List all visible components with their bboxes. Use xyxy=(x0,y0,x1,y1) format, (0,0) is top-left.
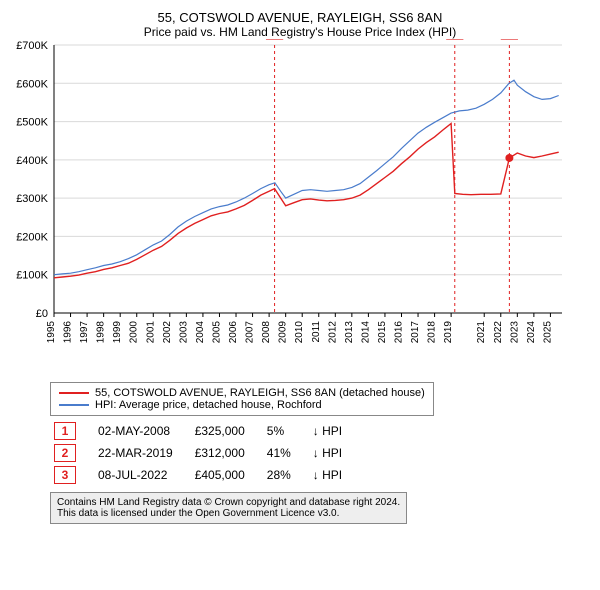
svg-text:2004: 2004 xyxy=(195,321,206,344)
sale-price: £325,000 xyxy=(191,420,263,442)
sale-marker-cell: 3 xyxy=(50,464,94,486)
svg-text:1995: 1995 xyxy=(46,321,57,344)
svg-text:2021: 2021 xyxy=(476,321,487,344)
sale-row: 2 22-MAR-2019£312,00041%↓ HPI xyxy=(50,442,360,464)
svg-text:2023: 2023 xyxy=(509,321,520,344)
svg-text:2013: 2013 xyxy=(344,321,355,344)
svg-text:1997: 1997 xyxy=(79,321,90,344)
legend-label: HPI: Average price, detached house, Roch… xyxy=(95,399,322,411)
sale-marker-badge: 1 xyxy=(54,422,76,440)
svg-text:2022: 2022 xyxy=(493,321,504,344)
svg-text:£200K: £200K xyxy=(16,231,48,243)
svg-text:2001: 2001 xyxy=(145,321,156,344)
legend-swatch xyxy=(59,392,89,394)
svg-text:2010: 2010 xyxy=(294,321,305,344)
svg-text:2012: 2012 xyxy=(327,321,338,344)
svg-text:2007: 2007 xyxy=(245,321,256,344)
svg-text:2017: 2017 xyxy=(410,321,421,344)
footer-line-2: This data is licensed under the Open Gov… xyxy=(57,508,400,519)
svg-text:2014: 2014 xyxy=(360,321,371,344)
svg-text:£100K: £100K xyxy=(16,270,48,282)
svg-text:2009: 2009 xyxy=(278,321,289,344)
footer-line-1: Contains HM Land Registry data © Crown c… xyxy=(57,497,400,508)
sale-date: 08-JUL-2022 xyxy=(94,464,191,486)
svg-text:2003: 2003 xyxy=(178,321,189,344)
sale-price: £405,000 xyxy=(191,464,263,486)
svg-text:2016: 2016 xyxy=(393,321,404,344)
legend-swatch xyxy=(59,404,89,406)
chart-subtitle: Price paid vs. HM Land Registry's House … xyxy=(10,25,590,39)
legend-item: HPI: Average price, detached house, Roch… xyxy=(59,399,425,411)
svg-text:£400K: £400K xyxy=(16,155,48,167)
sale-delta: 5% xyxy=(263,420,309,442)
sale-row: 1 02-MAY-2008£325,0005%↓ HPI xyxy=(50,420,360,442)
chart-title: 55, COTSWOLD AVENUE, RAYLEIGH, SS6 8AN xyxy=(10,10,590,25)
chart-area: £0 £100K £200K £300K £400K £500K £600K £700K 199… xyxy=(10,39,590,374)
svg-text:1996: 1996 xyxy=(63,321,74,344)
svg-text:2024: 2024 xyxy=(526,321,537,344)
legend-box: 55, COTSWOLD AVENUE, RAYLEIGH, SS6 8AN (… xyxy=(50,382,434,416)
svg-text:2005: 2005 xyxy=(211,321,222,344)
sale-date: 22-MAR-2019 xyxy=(94,442,191,464)
svg-text:£600K: £600K xyxy=(16,78,48,90)
sale-marker-cell: 2 xyxy=(50,442,94,464)
svg-text:£300K: £300K xyxy=(16,193,48,205)
sale-vs-hpi: ↓ HPI xyxy=(309,420,360,442)
svg-text:2006: 2006 xyxy=(228,321,239,344)
svg-text:2000: 2000 xyxy=(129,321,140,344)
svg-text:2019: 2019 xyxy=(443,321,454,344)
legend-label: 55, COTSWOLD AVENUE, RAYLEIGH, SS6 8AN (… xyxy=(95,387,425,399)
sale-marker-badge: 3 xyxy=(54,466,76,484)
svg-text:2025: 2025 xyxy=(542,321,553,344)
sale-vs-hpi: ↓ HPI xyxy=(309,464,360,486)
sale-delta: 28% xyxy=(263,464,309,486)
svg-text:1998: 1998 xyxy=(96,321,107,344)
sale-vs-hpi: ↓ HPI xyxy=(309,442,360,464)
line-chart-svg: £0 £100K £200K £300K £400K £500K £600K £700K 199… xyxy=(10,39,570,369)
sales-table: 1 02-MAY-2008£325,0005%↓ HPI 2 22-MAR-2019£… xyxy=(50,420,360,486)
svg-text:2002: 2002 xyxy=(162,321,173,344)
sale-price: £312,000 xyxy=(191,442,263,464)
footer-attribution: Contains HM Land Registry data © Crown c… xyxy=(50,492,407,524)
svg-text:£700K: £700K xyxy=(16,40,48,52)
sale-date: 02-MAY-2008 xyxy=(94,420,191,442)
svg-text:2018: 2018 xyxy=(427,321,438,344)
svg-text:£500K: £500K xyxy=(16,117,48,129)
svg-text:2008: 2008 xyxy=(261,321,272,344)
svg-text:2015: 2015 xyxy=(377,321,388,344)
sale-delta: 41% xyxy=(263,442,309,464)
svg-text:1999: 1999 xyxy=(112,321,123,344)
sale-row: 3 08-JUL-2022£405,00028%↓ HPI xyxy=(50,464,360,486)
sale-marker-cell: 1 xyxy=(50,420,94,442)
sale-marker-badge: 2 xyxy=(54,444,76,462)
svg-text:£0: £0 xyxy=(36,308,48,320)
legend-item: 55, COTSWOLD AVENUE, RAYLEIGH, SS6 8AN (… xyxy=(59,387,425,399)
svg-text:2011: 2011 xyxy=(311,321,322,343)
